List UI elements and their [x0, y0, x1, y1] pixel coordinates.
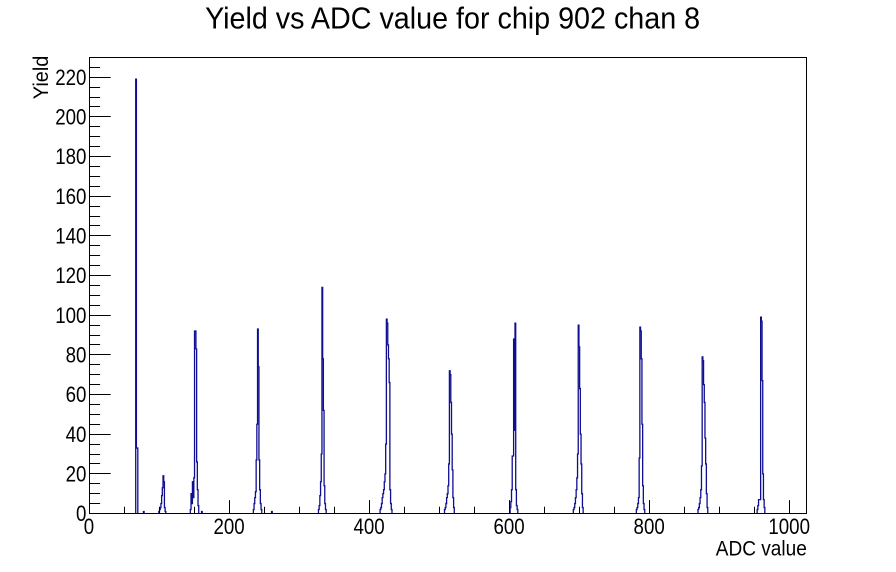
svg-text:140: 140 — [55, 224, 86, 249]
svg-text:1000: 1000 — [768, 514, 810, 539]
svg-text:40: 40 — [66, 422, 87, 447]
svg-text:120: 120 — [55, 263, 86, 288]
svg-text:20: 20 — [66, 461, 87, 486]
svg-text:Yield vs ADC value for chip 90: Yield vs ADC value for chip 902 chan 8 — [205, 3, 700, 36]
svg-text:400: 400 — [353, 514, 384, 539]
svg-text:800: 800 — [634, 514, 665, 539]
svg-text:220: 220 — [55, 65, 86, 90]
svg-text:600: 600 — [494, 514, 525, 539]
svg-text:100: 100 — [55, 303, 86, 328]
svg-text:180: 180 — [55, 144, 86, 169]
svg-text:160: 160 — [55, 184, 86, 209]
svg-text:60: 60 — [66, 382, 87, 407]
svg-text:80: 80 — [66, 343, 87, 368]
svg-text:0: 0 — [76, 501, 86, 526]
svg-text:200: 200 — [55, 105, 86, 130]
svg-text:ADC value: ADC value — [716, 537, 807, 560]
svg-text:200: 200 — [213, 514, 244, 539]
svg-text:Yield: Yield — [30, 56, 53, 100]
svg-text:0: 0 — [84, 514, 94, 539]
